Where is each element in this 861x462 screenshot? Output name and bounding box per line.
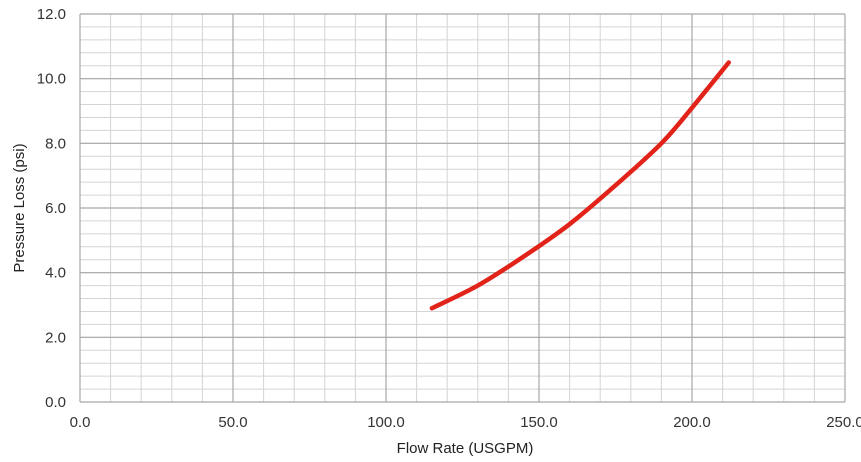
y-tick-label: 0.0 [45,394,66,411]
x-axis-title: Flow Rate (USGPM) [397,440,534,457]
y-tick-label: 10.0 [37,71,66,88]
x-tick-label: 100.0 [367,414,405,431]
y-tick-label: 6.0 [45,200,66,217]
x-tick-label: 200.0 [673,414,711,431]
major-grid [79,13,846,403]
y-tick-label: 2.0 [45,329,66,346]
x-tick-label: 150.0 [520,414,558,431]
x-tick-label: 0.0 [70,414,91,431]
pressure-loss-series-line [429,60,731,311]
y-axis-title: Pressure Loss (psi) [11,143,28,272]
y-tick-label: 12.0 [37,6,66,23]
y-tick-labels: 0.0 2.0 4.0 6.0 8.0 10.0 12.0 [37,6,66,411]
series-layer [429,60,731,311]
y-tick-label: 4.0 [45,265,66,282]
y-tick-label: 8.0 [45,135,66,152]
x-tick-label: 50.0 [218,414,247,431]
x-tick-labels: 0.0 50.0 100.0 150.0 200.0 250.0 [70,414,861,431]
x-tick-label: 250.0 [826,414,861,431]
